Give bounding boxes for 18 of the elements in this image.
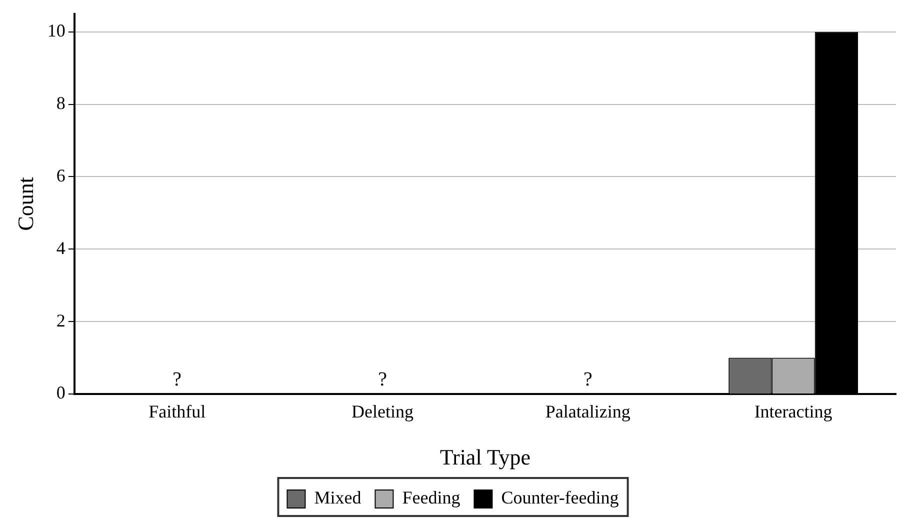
legend-label: Feeding <box>402 488 460 508</box>
y-tick-label: 10 <box>47 20 66 41</box>
y-axis-title: Count <box>12 177 38 231</box>
x-tick-label: Deleting <box>352 402 414 422</box>
legend-label: Mixed <box>314 488 362 508</box>
x-tick-label: Interacting <box>754 402 832 422</box>
y-tick-label: 4 <box>56 238 66 258</box>
annotation: ? <box>378 368 388 390</box>
y-tick-label: 8 <box>56 93 66 114</box>
y-tick-label: 0 <box>56 382 66 403</box>
x-axis-title: Trial Type <box>440 444 531 470</box>
y-tick-label: 2 <box>56 310 66 330</box>
annotation: ? <box>172 368 182 390</box>
y-tick-label: 6 <box>56 165 66 186</box>
legend-label: Counter-feeding <box>501 488 619 508</box>
x-tick-label: Faithful <box>148 402 206 422</box>
x-tick-label: Palatalizing <box>545 402 630 422</box>
annotation: ? <box>583 368 592 390</box>
